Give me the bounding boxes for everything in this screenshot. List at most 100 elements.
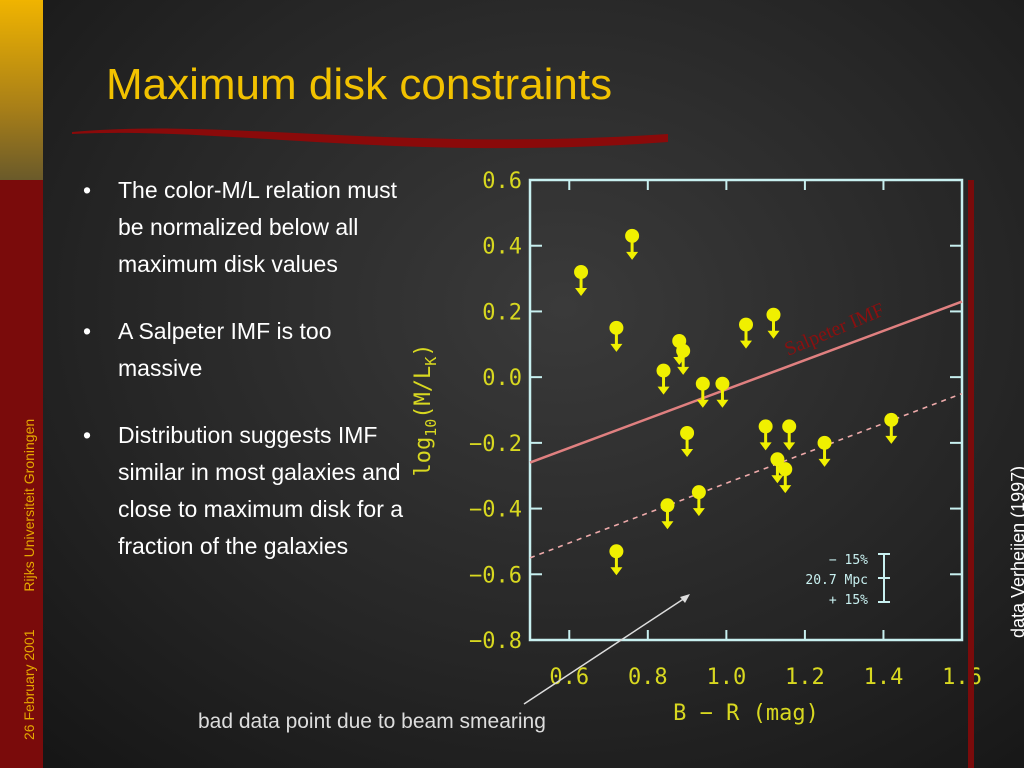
salpeter-label: Salpeter IMF: [781, 299, 887, 361]
data-point: [715, 376, 730, 408]
data-point: [766, 307, 781, 339]
data-point: [884, 412, 899, 444]
data-point: [625, 228, 640, 260]
x-tick-label: 1.0: [706, 665, 746, 690]
error-label-plus: + 15%: [829, 593, 868, 608]
point-marker: [680, 426, 695, 440]
right-accent-bar: [968, 180, 974, 768]
point-marker: [656, 363, 671, 378]
bullet-text: A Salpeter IMF is too massive: [118, 318, 332, 381]
upper-limit-arrow: [657, 386, 670, 395]
x-tick-labels: 0.6 0.8 1.0 1.2 1.4 1.6: [549, 665, 981, 690]
data-point: [770, 452, 785, 484]
point-marker: [574, 265, 589, 279]
error-label-distance: 20.7 Mpc: [805, 573, 868, 588]
y-label-sub: 10: [422, 419, 440, 437]
bullet-symbol: •: [83, 318, 92, 344]
error-label-minus: − 15%: [829, 553, 868, 568]
upper-limit-arrow: [767, 330, 780, 339]
point-marker: [817, 435, 832, 450]
y-label-k: K: [422, 357, 440, 366]
data-point: [609, 544, 624, 576]
data-point: [778, 462, 793, 494]
point-marker: [676, 343, 691, 358]
bullet-text: Distribution suggests IMF similar in mos…: [118, 422, 404, 559]
point-marker: [884, 412, 899, 427]
upper-limit-arrow: [783, 442, 796, 451]
upper-limit-arrow: [759, 442, 772, 451]
y-tick-label: 0.6: [482, 170, 522, 194]
upper-limit-arrow: [692, 508, 705, 517]
fit-lines: [529, 300, 963, 559]
x-tick-label: 1.2: [785, 665, 825, 690]
data-points: [574, 228, 899, 576]
scatter-chart: 0.6 0.8 1.0 1.2 1.4 1.6 0.6 0.4 0.2 0.0 −0.2 −0.4 −…: [411, 170, 982, 726]
upper-limit-arrow: [885, 435, 898, 444]
bullet-item: • A Salpeter IMF is too massive: [78, 313, 418, 387]
plot-frame: [528, 178, 964, 642]
upper-limit-arrow: [575, 288, 588, 296]
point-marker: [691, 485, 706, 500]
upper-limit-arrow: [771, 475, 784, 484]
bullet-item: • The color-M/L relation must be normaliz…: [78, 172, 418, 283]
point-marker: [766, 307, 781, 322]
bullet-text: The color-M/L relation must be normalize…: [118, 177, 398, 277]
error-bar-legend: − 15% 20.7 Mpc + 15%: [805, 553, 890, 608]
data-point: [680, 426, 695, 457]
source-note: data Verheijen (1997): [1008, 465, 1024, 638]
data-point: [758, 419, 773, 451]
data-point: [691, 485, 706, 517]
annotation-arrow: [523, 594, 690, 705]
point-marker: [625, 228, 640, 243]
normalization-line: [529, 392, 963, 559]
data-point: [782, 419, 797, 451]
y-axis-label: log10(M/LK): [411, 343, 440, 476]
data-point: [695, 376, 710, 408]
data-point: [609, 320, 624, 352]
x-axis-label: B − R (mag): [673, 701, 819, 726]
bullet-symbol: •: [83, 422, 92, 448]
upper-limit-arrow: [661, 521, 674, 530]
sidebar-footer: 26 February 2001 Rijks Universiteit Gron…: [21, 419, 37, 740]
y-tick-label: 0.4: [482, 235, 522, 260]
data-point: [739, 317, 753, 349]
point-marker: [758, 419, 773, 434]
y-tick-label: −0.4: [469, 498, 522, 523]
y-tick-label: −0.2: [469, 432, 522, 457]
bullet-symbol: •: [83, 177, 92, 203]
x-tick-label: 1.6: [942, 665, 982, 690]
point-marker: [695, 376, 710, 391]
upper-limit-arrow: [677, 366, 690, 375]
data-point: [676, 343, 691, 375]
upper-limit-arrow: [610, 343, 623, 352]
point-marker: [778, 462, 793, 477]
point-marker: [782, 419, 797, 434]
point-marker: [609, 320, 624, 335]
y-tick-label: 0.0: [482, 366, 522, 391]
y-tick-label: 0.2: [482, 300, 522, 325]
x-tick-label: 1.4: [864, 665, 904, 690]
data-point: [574, 265, 589, 296]
data-point: [817, 435, 832, 467]
x-tick-label: 0.6: [549, 665, 589, 690]
annotation-text: bad data point due to beam smearing: [198, 710, 546, 733]
upper-limit-arrow: [740, 340, 752, 349]
sidebar-panel: [0, 180, 43, 768]
slide-date: 26 February 2001: [21, 629, 37, 740]
point-marker: [739, 317, 753, 332]
bullet-item: • Distribution suggests IMF similar in mo…: [78, 417, 418, 565]
institution-name: Rijks Universiteit Groningen: [21, 418, 37, 592]
upper-limit-arrow: [716, 399, 729, 408]
upper-limit-arrow: [610, 567, 623, 576]
slide-title: Maximum disk constraints: [106, 60, 613, 109]
y-label-close: ): [411, 343, 436, 356]
y-tick-labels: 0.6 0.4 0.2 0.0 −0.2 −0.4 −0.6 −0.8: [469, 170, 522, 654]
data-point: [660, 498, 675, 530]
upper-limit-arrow: [681, 449, 694, 457]
y-label-log: log: [411, 437, 436, 477]
point-marker: [609, 544, 624, 559]
upper-limit-arrow: [626, 251, 639, 260]
tick-marks: [530, 179, 963, 641]
data-point: [656, 363, 671, 395]
x-tick-label: 0.8: [628, 665, 668, 690]
